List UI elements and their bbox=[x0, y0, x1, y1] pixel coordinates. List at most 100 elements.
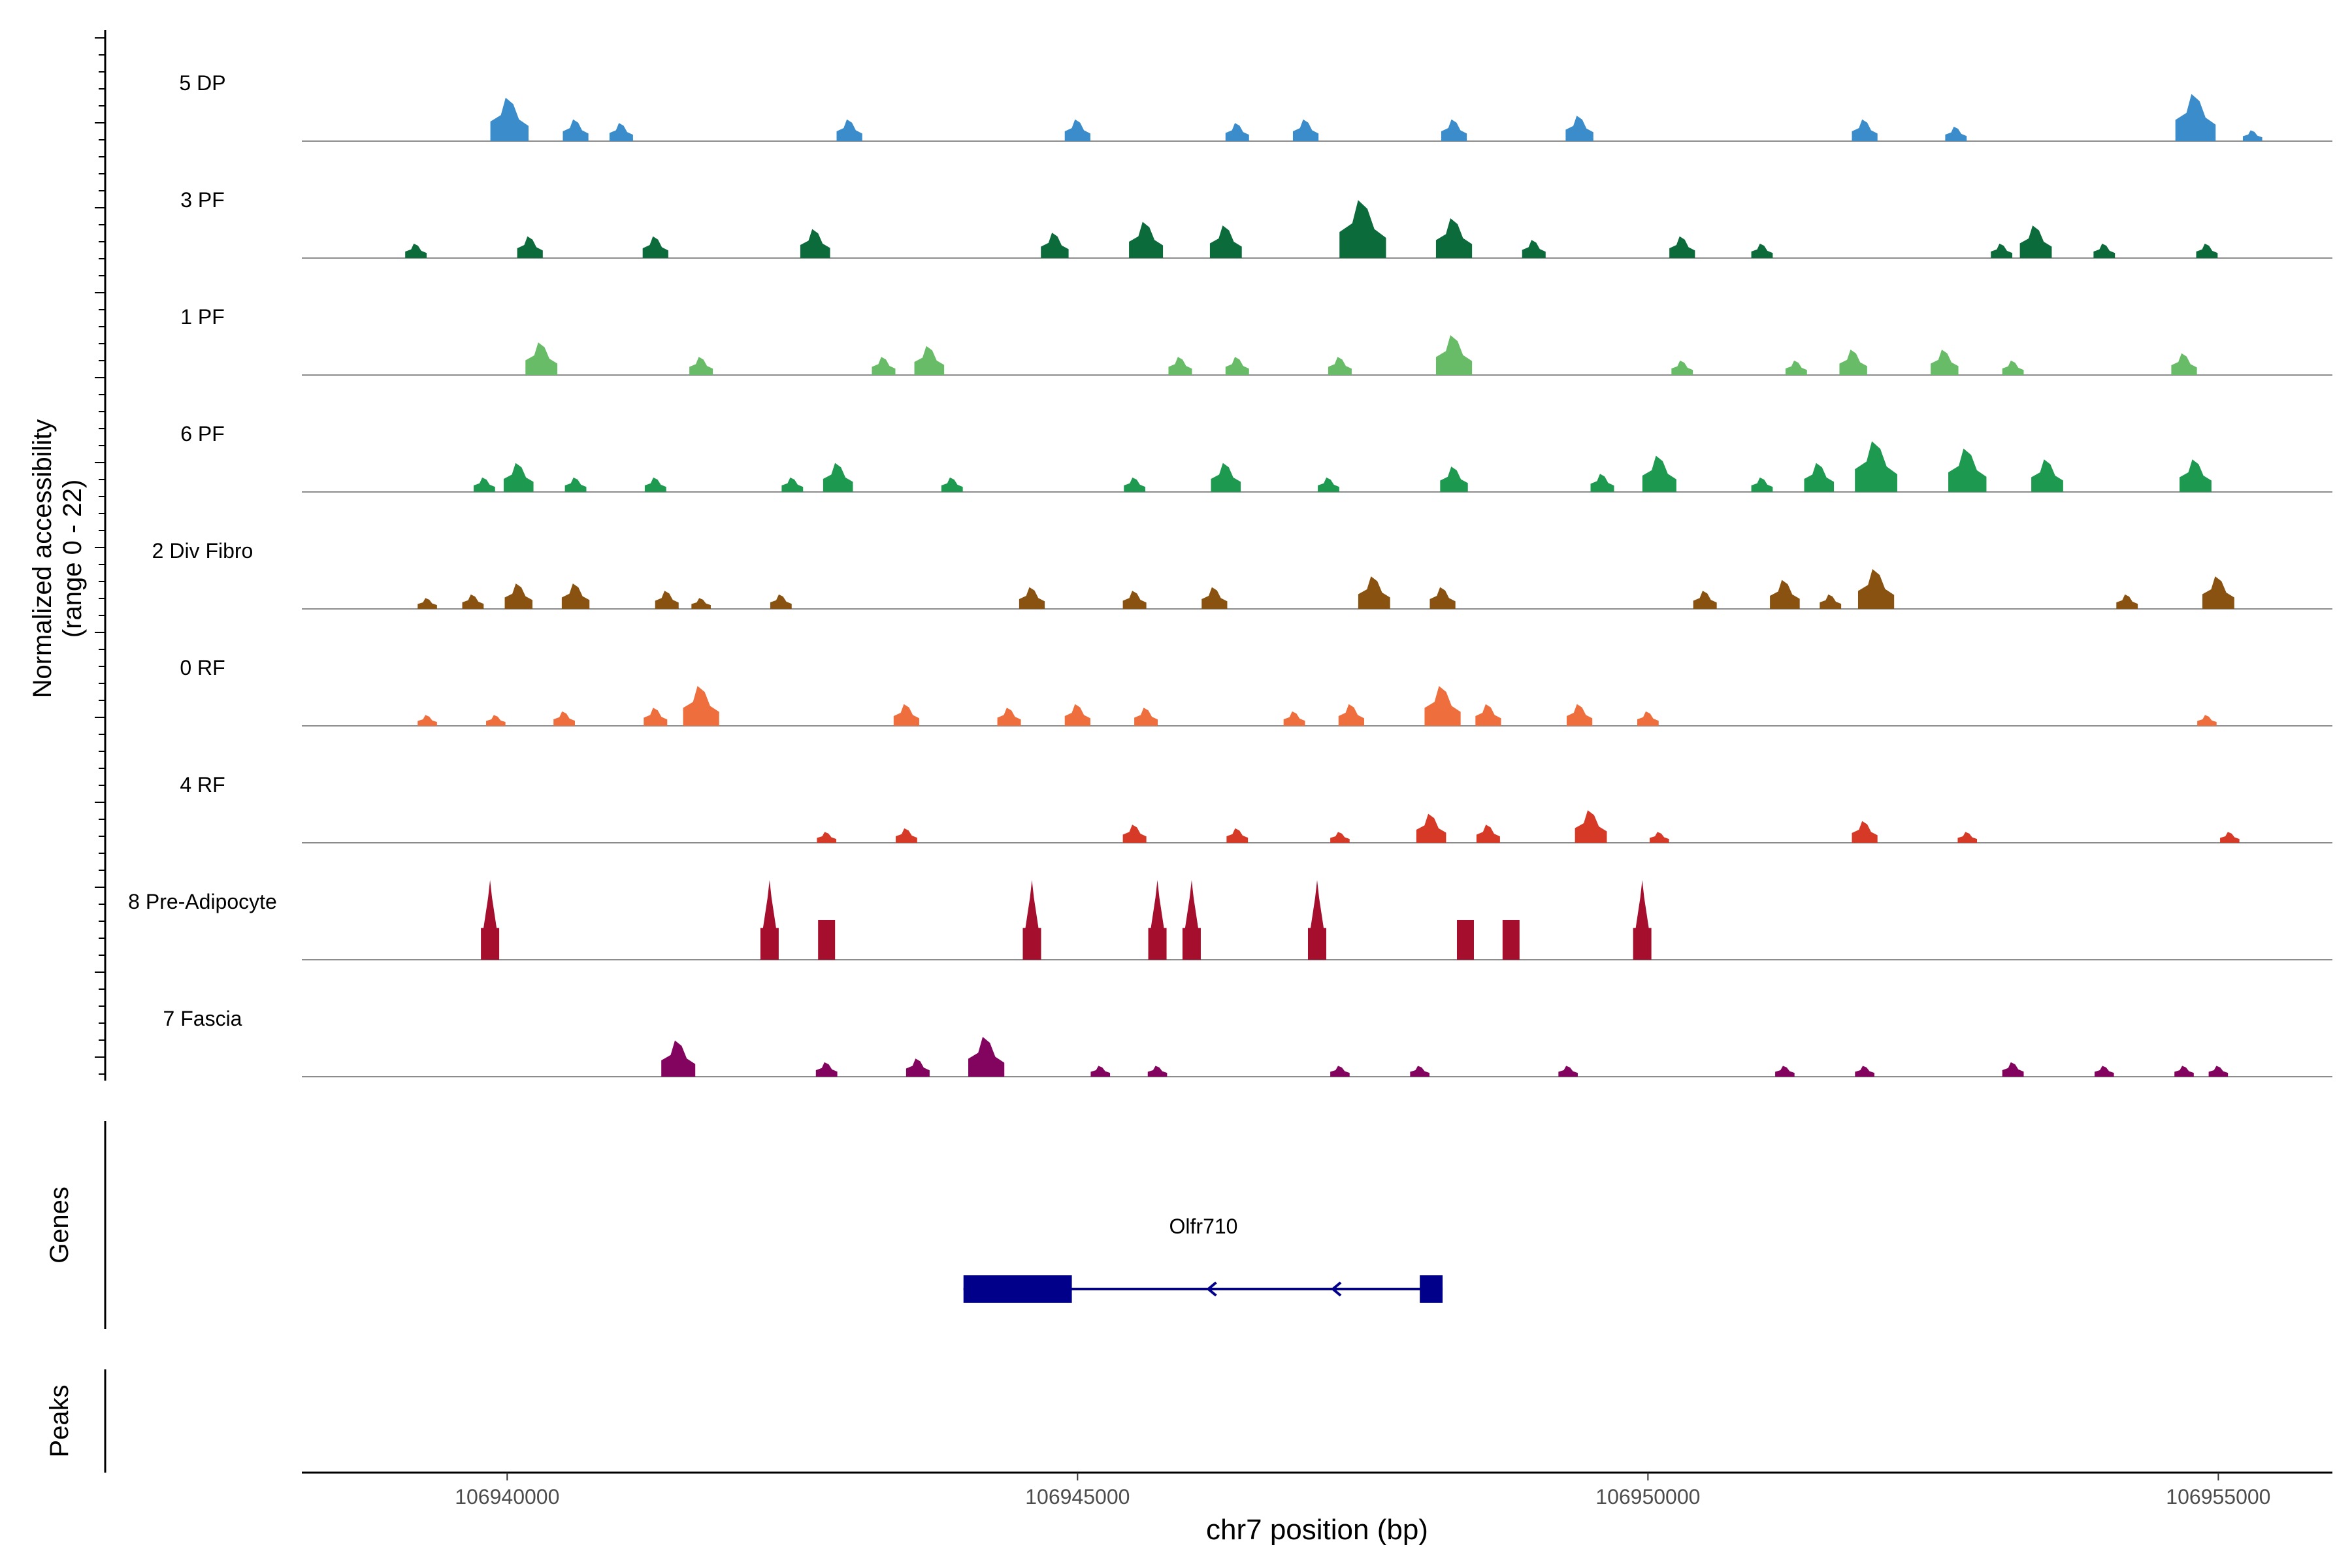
coverage-peak bbox=[1129, 221, 1164, 258]
coverage-peak bbox=[1957, 832, 1978, 843]
coverage-peak bbox=[914, 346, 945, 375]
coverage-peak bbox=[1330, 1066, 1350, 1077]
coverage-peak bbox=[525, 342, 558, 375]
coverage-peak bbox=[473, 477, 495, 492]
strand-arrow bbox=[1206, 1281, 1217, 1297]
coverage-peak bbox=[1751, 477, 1773, 492]
coverage-peak bbox=[1522, 240, 1546, 258]
coverage-peak bbox=[1064, 119, 1090, 141]
coverage-peak bbox=[906, 1058, 930, 1077]
coverage-peak bbox=[1122, 825, 1147, 843]
coverage-peak bbox=[1590, 474, 1614, 492]
coverage-peak bbox=[563, 119, 589, 141]
coverage-peak bbox=[1671, 360, 1693, 375]
coverage-peak bbox=[517, 236, 543, 258]
coverage-peak bbox=[1633, 880, 1652, 960]
coverage-peak bbox=[2242, 130, 2262, 141]
track-label: 5 DP bbox=[179, 71, 225, 95]
x-tick-label: 106955000 bbox=[2166, 1485, 2270, 1509]
coverage-peak bbox=[644, 708, 668, 726]
coverage-peak bbox=[1642, 455, 1676, 492]
coverage-peak bbox=[1168, 357, 1192, 375]
coverage-peak bbox=[1090, 1066, 1111, 1077]
coverage-peak bbox=[781, 477, 804, 492]
coverage-peak bbox=[1650, 832, 1669, 843]
coverage-peak bbox=[770, 594, 792, 609]
coverage-peak bbox=[1182, 880, 1201, 960]
coverage-peak bbox=[644, 477, 666, 492]
coverage-peak bbox=[1575, 810, 1607, 843]
coverage-peak bbox=[1435, 218, 1473, 258]
strand-arrow bbox=[990, 1281, 1002, 1297]
coverage-peak bbox=[691, 598, 711, 609]
coverage-peak bbox=[490, 97, 529, 141]
gene-exon bbox=[963, 1275, 1072, 1303]
coverage-peak bbox=[1931, 350, 1959, 375]
coverage-peak bbox=[481, 880, 500, 960]
coverage-peak bbox=[1424, 686, 1461, 726]
coverage-peak bbox=[1775, 1066, 1795, 1077]
track-4-rf: 4 RF bbox=[180, 773, 2332, 843]
coverage-peak bbox=[1338, 704, 1364, 726]
coverage-tracks: 5 DP 3 PF 1 PF 6 PF 2 Div Fibro 0 RF 4 RF 8 Pre… bbox=[128, 71, 2332, 1077]
coverage-peak bbox=[1226, 828, 1249, 843]
coverage-peak bbox=[823, 463, 853, 492]
coverage-peak bbox=[1292, 119, 1319, 141]
coverage-peak bbox=[2197, 715, 2217, 726]
x-axis-title: chr7 position (bp) bbox=[1206, 1514, 1428, 1546]
coverage-peak bbox=[1225, 123, 1249, 141]
x-tick-label: 106945000 bbox=[1025, 1485, 1130, 1509]
genes-panel-label: Genes bbox=[45, 1186, 74, 1264]
peaks-panel-label: Peaks bbox=[45, 1384, 74, 1457]
coverage-peak bbox=[417, 715, 437, 726]
track-5-dp: 5 DP bbox=[179, 71, 2332, 142]
coverage-peak bbox=[1328, 357, 1352, 375]
coverage-peak bbox=[1339, 200, 1386, 258]
coverage-peak bbox=[1991, 243, 2013, 258]
track-label: 2 Div Fibro bbox=[152, 539, 253, 563]
coverage-peak bbox=[661, 1040, 696, 1077]
coverage-peak bbox=[1416, 813, 1446, 843]
y-axis-title-line1: Normalized accessibility bbox=[28, 419, 57, 698]
coverage-peak bbox=[1945, 126, 1967, 141]
coverage-peak bbox=[1283, 711, 1305, 726]
coverage-peak bbox=[503, 463, 534, 492]
coverage-peak bbox=[1565, 116, 1593, 141]
strand-arrow bbox=[1330, 1281, 1342, 1297]
coverage-peak bbox=[1358, 576, 1390, 609]
coverage-peak bbox=[997, 708, 1021, 726]
coverage-peak bbox=[1566, 704, 1593, 726]
coverage-peak bbox=[1435, 335, 1473, 375]
gene-name-label: Olfr710 bbox=[1169, 1215, 1238, 1238]
coverage-peak bbox=[2093, 243, 2115, 258]
coverage-peak bbox=[1122, 591, 1147, 609]
coverage-peak bbox=[1475, 704, 1501, 726]
coverage-peak bbox=[1440, 466, 1468, 492]
coverage-peak bbox=[1022, 880, 1041, 960]
track-label: 1 PF bbox=[180, 305, 225, 329]
coverage-peak bbox=[2031, 459, 2063, 492]
track-label: 3 PF bbox=[180, 188, 225, 212]
x-tick-label: 106950000 bbox=[1595, 1485, 1700, 1509]
track-6-pf: 6 PF bbox=[180, 422, 2332, 493]
track-3-pf: 3 PF bbox=[180, 188, 2332, 259]
coverage-peak bbox=[1558, 1066, 1578, 1077]
coverage-peak bbox=[564, 477, 587, 492]
coverage-peak bbox=[1855, 441, 1897, 492]
coverage-peak bbox=[1410, 1066, 1429, 1077]
gene-annotation: Olfr710 bbox=[963, 1215, 1443, 1303]
track-label: 4 RF bbox=[180, 773, 225, 796]
coverage-peak bbox=[1857, 569, 1895, 609]
coverage-peak bbox=[2202, 576, 2234, 609]
coverage-peak bbox=[1637, 711, 1659, 726]
coverage-peak bbox=[1134, 708, 1158, 726]
coverage-peak bbox=[2019, 225, 2052, 258]
coverage-peak bbox=[818, 920, 836, 960]
track-1-pf: 1 PF bbox=[180, 305, 2332, 376]
coverage-peak bbox=[486, 715, 506, 726]
coverage-peak bbox=[462, 594, 484, 609]
track-label: 7 Fascia bbox=[163, 1007, 242, 1030]
coverage-peak bbox=[683, 686, 719, 726]
x-axis-ticks: 106940000 106945000 106950000 106955000 bbox=[455, 1473, 2270, 1509]
